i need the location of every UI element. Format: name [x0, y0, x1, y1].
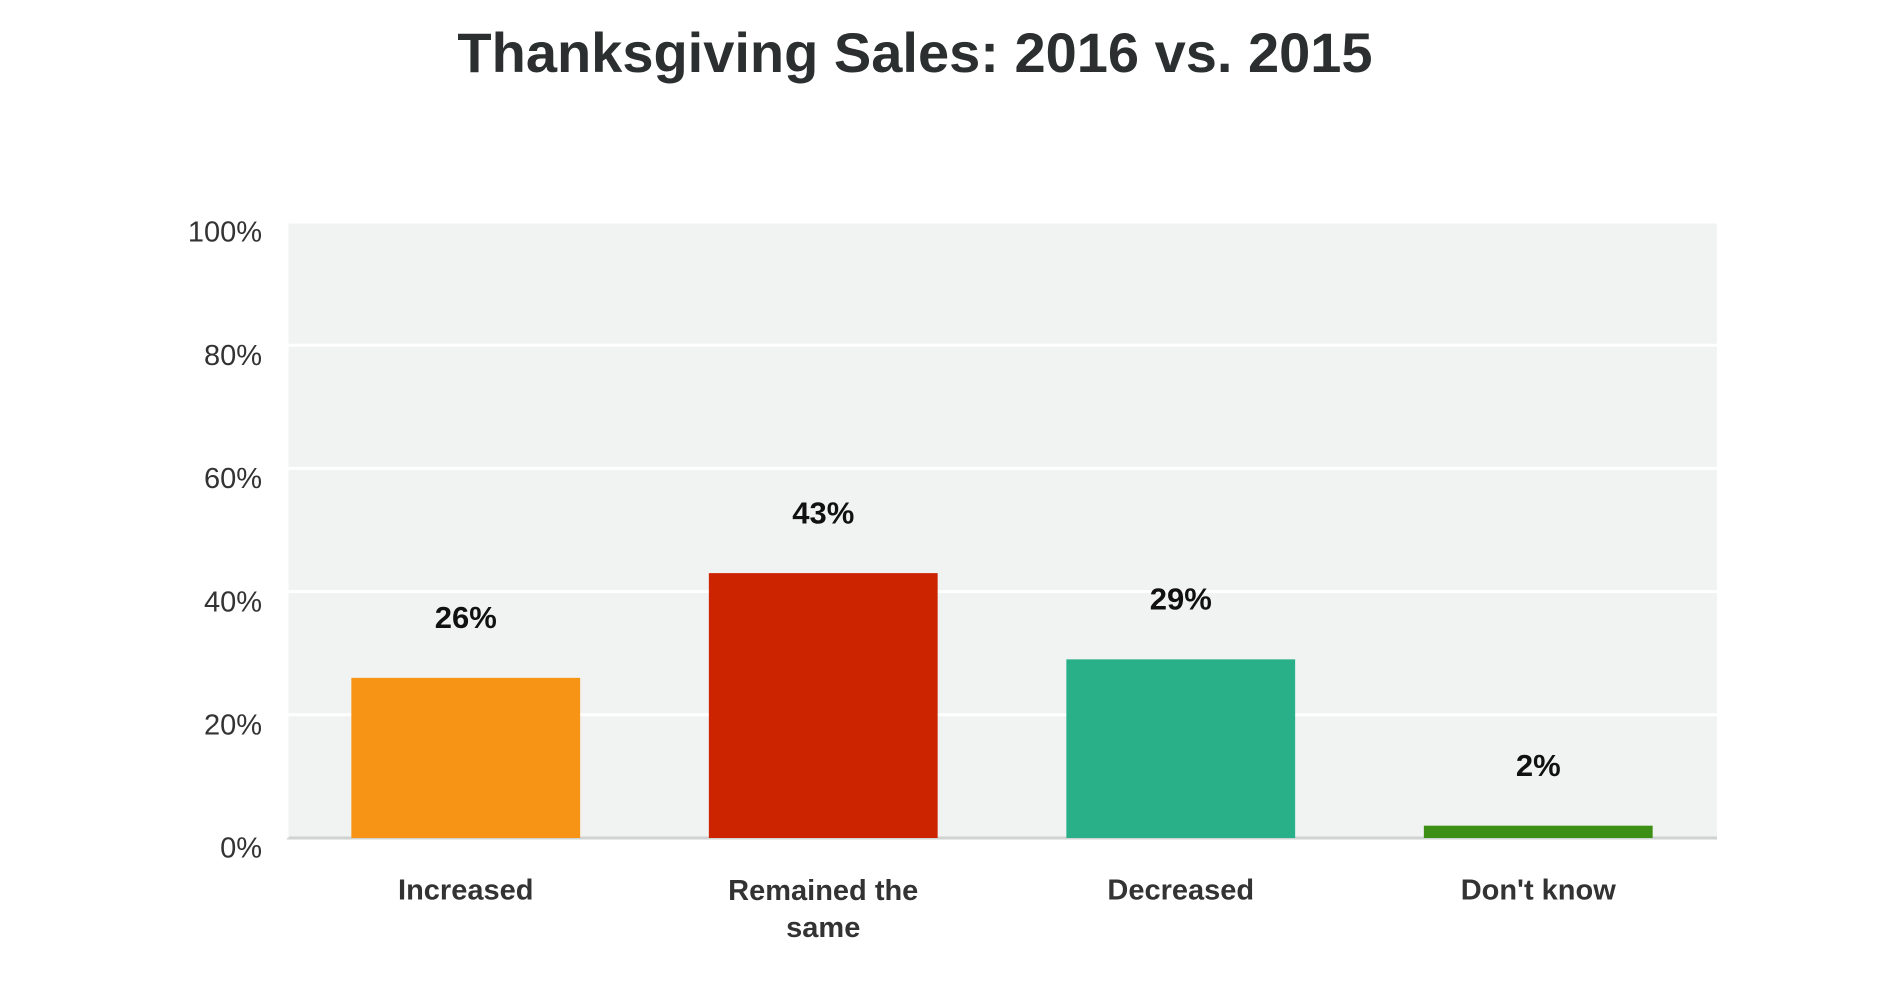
- x-tick-label-line: Remained the: [728, 875, 918, 907]
- x-tick-label: Remained the same: [728, 875, 918, 944]
- y-tick-label: 80%: [204, 340, 262, 372]
- x-tick-label: Increased: [398, 875, 533, 907]
- value-label: 26%: [435, 600, 497, 635]
- x-tick-label: Don't know: [1461, 875, 1617, 907]
- bar: [708, 573, 938, 838]
- category-labels: Increased Remained the same Decreased Don't …: [398, 875, 1617, 944]
- bar: [351, 677, 581, 838]
- bar: [1423, 825, 1653, 838]
- x-tick-label: Decreased: [1107, 875, 1254, 907]
- value-label: 43%: [792, 495, 854, 530]
- y-tick-label: 60%: [204, 463, 262, 495]
- y-tick-label: 0%: [220, 833, 262, 865]
- y-tick-label: 20%: [204, 709, 262, 741]
- chart-title: Thanksgiving Sales: 2016 vs. 2015: [457, 21, 1372, 84]
- bar: [1066, 659, 1296, 838]
- y-tick-label: 40%: [204, 586, 262, 618]
- value-label: 29%: [1150, 582, 1212, 617]
- y-tick-label: 100%: [188, 217, 262, 249]
- x-tick-label-line: same: [786, 912, 860, 944]
- value-label: 2%: [1516, 748, 1561, 783]
